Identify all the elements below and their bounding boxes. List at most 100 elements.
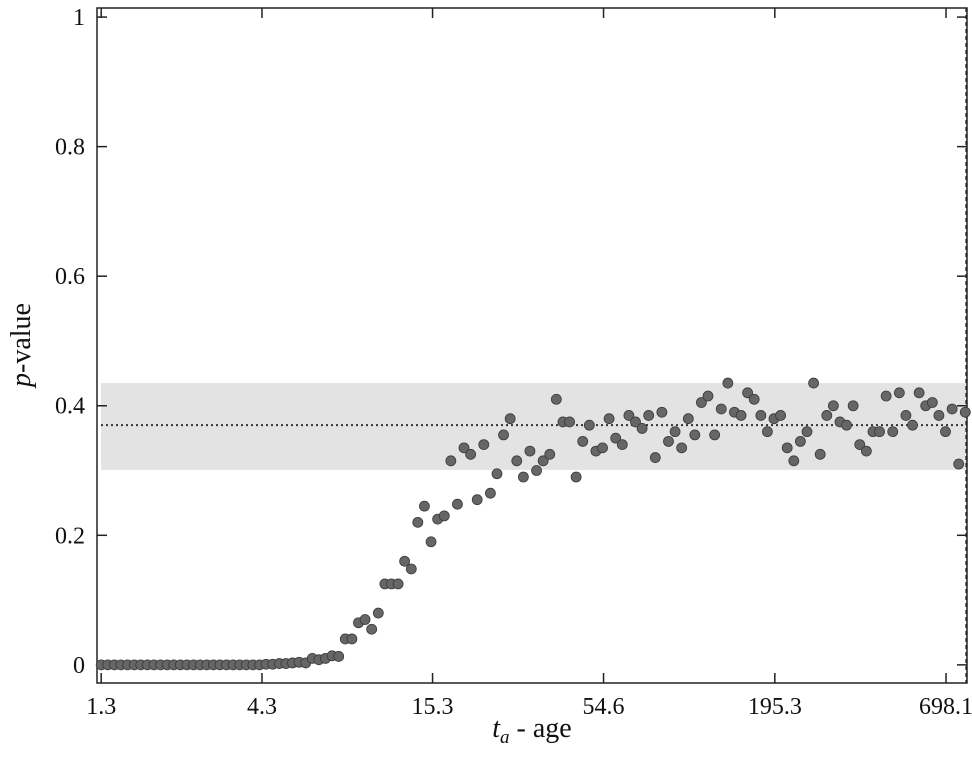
y-tick-label: 0 xyxy=(73,653,85,679)
data-point xyxy=(827,400,839,412)
data-point xyxy=(735,410,747,421)
data-point xyxy=(399,555,411,567)
data-point xyxy=(953,458,965,470)
x-label-text: - age xyxy=(510,713,572,744)
data-point xyxy=(722,377,734,389)
y-tick-label: 0.8 xyxy=(55,135,85,161)
data-point xyxy=(346,633,358,645)
data-point xyxy=(577,435,589,447)
data-point xyxy=(788,455,800,467)
data-point xyxy=(517,471,529,483)
data-point xyxy=(366,623,378,635)
x-axis-label: ta - age xyxy=(492,713,571,748)
data-point xyxy=(511,455,523,467)
data-point xyxy=(623,410,635,421)
data-point xyxy=(570,471,582,483)
data-point xyxy=(715,403,727,415)
data-point xyxy=(689,429,701,441)
data-point xyxy=(696,397,707,408)
data-point xyxy=(893,387,905,399)
data-point xyxy=(438,510,450,522)
data-point xyxy=(465,448,477,460)
data-point xyxy=(597,442,608,454)
data-point xyxy=(616,439,628,451)
data-point xyxy=(603,413,615,425)
y-label-text: -value xyxy=(6,303,37,373)
data-point xyxy=(933,410,945,421)
x-label-symbol: t xyxy=(492,713,501,744)
data-point xyxy=(643,410,655,421)
y-axis-label: p-value xyxy=(6,303,37,389)
x-tick-label: 1.3 xyxy=(86,694,116,720)
data-point xyxy=(880,390,892,402)
data-point xyxy=(742,387,754,399)
data-point xyxy=(359,614,371,625)
data-point xyxy=(841,419,852,431)
data-point xyxy=(550,393,562,405)
data-point xyxy=(458,442,470,454)
data-point xyxy=(610,432,622,444)
y-tick-label: 0.2 xyxy=(55,523,85,549)
data-point xyxy=(709,429,721,441)
data-point xyxy=(445,455,457,467)
data-point xyxy=(491,468,503,480)
data-point xyxy=(544,448,556,460)
data-point xyxy=(333,651,345,662)
data-point xyxy=(887,426,899,438)
data-point xyxy=(907,419,918,431)
data-point xyxy=(405,563,417,575)
points xyxy=(95,377,971,671)
data-point xyxy=(564,416,575,428)
data-point xyxy=(682,413,694,425)
data-point xyxy=(781,442,793,454)
data-point xyxy=(748,393,760,405)
x-tick-label: 15.3 xyxy=(412,694,454,720)
data-point xyxy=(630,416,641,428)
data-point xyxy=(761,426,773,438)
data-point xyxy=(821,410,833,421)
x-tick-label: 4.3 xyxy=(247,694,277,720)
data-point xyxy=(649,452,661,463)
data-point xyxy=(663,435,674,447)
x-tick-label: 698.1 xyxy=(919,694,972,720)
data-point xyxy=(669,426,681,438)
data-point xyxy=(794,435,806,447)
data-point xyxy=(478,439,490,451)
x-tick-label: 54.6 xyxy=(583,694,625,720)
data-point xyxy=(854,439,866,451)
data-point xyxy=(636,423,648,434)
y-tick-label: 0.4 xyxy=(55,394,85,420)
data-point xyxy=(808,377,819,389)
data-point xyxy=(874,426,885,438)
data-point xyxy=(860,445,872,457)
data-point xyxy=(471,494,483,506)
data-point xyxy=(537,455,549,467)
data-point xyxy=(702,390,714,402)
data-point xyxy=(498,429,509,441)
data-point xyxy=(656,406,668,418)
data-point xyxy=(485,487,496,499)
data-point xyxy=(946,403,958,415)
data-point xyxy=(755,410,767,421)
data-point xyxy=(900,410,912,421)
y-tick-label: 0.6 xyxy=(55,264,85,290)
data-point xyxy=(926,397,938,408)
data-point xyxy=(392,578,404,590)
x-label-subscript: a xyxy=(500,727,510,748)
data-point xyxy=(801,426,813,438)
data-point xyxy=(524,445,536,457)
x-tick-label: 195.3 xyxy=(748,694,802,720)
data-point xyxy=(775,410,787,421)
data-point xyxy=(504,413,516,425)
data-point xyxy=(531,465,542,476)
data-point xyxy=(425,536,437,548)
data-point xyxy=(814,448,826,460)
data-point xyxy=(372,607,384,619)
y-label-symbol: p xyxy=(6,373,37,389)
data-point xyxy=(959,406,971,418)
data-point xyxy=(583,419,595,431)
data-point xyxy=(452,498,463,510)
y-tick-label: 1 xyxy=(73,5,85,31)
data-point xyxy=(913,387,925,399)
